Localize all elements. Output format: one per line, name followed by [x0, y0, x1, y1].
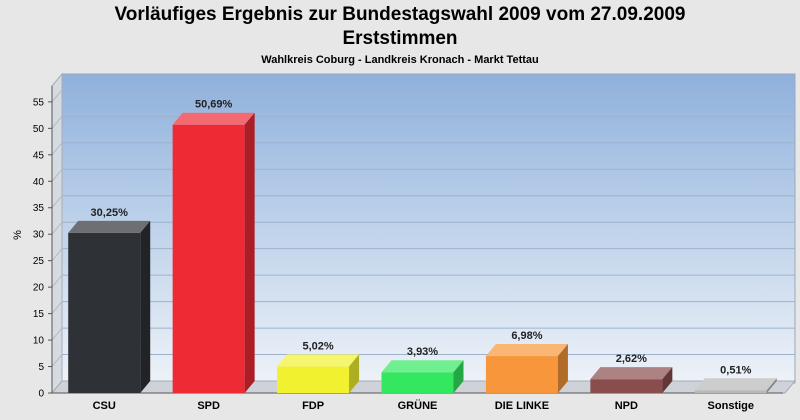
data-label: 6,98%: [511, 330, 542, 342]
x-tick-label: DIE LINKE: [495, 400, 549, 412]
bar-npd: [590, 367, 673, 393]
y-tick-label: 40: [33, 177, 45, 188]
bar-side: [557, 344, 568, 393]
y-tick-label: 25: [33, 256, 45, 267]
grid-line-side: [51, 168, 63, 182]
grid-line-side: [51, 89, 63, 103]
bar-top: [694, 378, 777, 391]
bar-front: [68, 232, 141, 393]
y-tick-label: 15: [33, 309, 45, 320]
data-label: 0,51%: [720, 364, 751, 376]
x-tick-label: FDP: [302, 400, 324, 412]
category-labels: CSU SPD FDP GRÜNE DIE LINKE NPD Sonstige: [93, 399, 754, 412]
bar-top: [68, 220, 151, 233]
bar-side: [244, 112, 255, 393]
bar-front: [485, 356, 558, 393]
plot-background: [50, 72, 797, 395]
bar-top: [172, 112, 255, 125]
value-labels: 30,25% 50,69% 5,02% 3,93% 6,98% 2,62% 0,51%: [91, 99, 752, 377]
bar-top: [485, 344, 568, 357]
grid-line-side: [51, 354, 63, 367]
bar-front: [172, 124, 245, 393]
grid-line-side: [51, 274, 63, 288]
x-tick-label: SPD: [197, 400, 220, 412]
data-label: 30,25%: [91, 207, 129, 219]
data-label: 3,93%: [407, 346, 438, 358]
y-axis-label: %: [12, 230, 24, 240]
grid-line-side: [51, 327, 63, 341]
bar-side: [453, 360, 464, 393]
data-label: 5,02%: [302, 340, 333, 352]
y-tick-label: 0: [38, 389, 44, 400]
x-tick-label: CSU: [93, 400, 116, 412]
y-tick-label: 10: [33, 336, 45, 347]
x-tick-label: Sonstige: [708, 400, 754, 412]
grid-line-side: [51, 142, 63, 156]
grid-line-side: [51, 221, 63, 235]
y-tick-label: 5: [38, 362, 44, 373]
y-tick-label: 20: [33, 283, 45, 294]
data-label: 50,69%: [195, 99, 233, 111]
grid-line-side: [51, 248, 63, 261]
bar-side: [766, 378, 777, 393]
y-tick-label: 50: [33, 124, 45, 135]
x-tick-label: NPD: [615, 400, 638, 412]
bar-top: [590, 367, 673, 380]
bar-die-linke: [485, 344, 568, 393]
y-tick-label: 30: [33, 230, 45, 241]
x-tick-label: GRÜNE: [398, 399, 438, 412]
y-tick-label: 35: [33, 203, 45, 214]
bar-side: [349, 354, 360, 393]
bar-front: [381, 372, 454, 393]
chart-title: Vorläufiges Ergebnis zur Bundestagswahl …: [114, 4, 686, 25]
bar-front: [590, 379, 663, 393]
bar-front: [694, 390, 767, 393]
y-tick-label: 55: [33, 97, 45, 108]
bars: [68, 112, 777, 393]
grid-line-side: [51, 195, 63, 209]
plot-back-panel: [61, 73, 796, 384]
chart-title-line2: Erststimmen: [342, 28, 458, 49]
chart-subtitle: Wahlkreis Coburg - Landkreis Kronach - M…: [261, 54, 539, 66]
bar-front: [277, 366, 350, 393]
bar-top: [381, 360, 464, 373]
data-label: 2,62%: [616, 353, 647, 365]
bar-spd: [172, 112, 255, 393]
grid-line-side: [51, 116, 63, 129]
bar-side: [662, 367, 673, 393]
bar-grüne: [381, 360, 464, 393]
bar-sonstige: [694, 378, 777, 393]
bar-side: [140, 220, 151, 393]
grid-line-side: [51, 301, 63, 314]
bar-fdp: [277, 354, 360, 393]
bar-csu: [68, 220, 151, 393]
bar-top: [277, 354, 360, 367]
y-tick-label: 45: [33, 150, 45, 161]
